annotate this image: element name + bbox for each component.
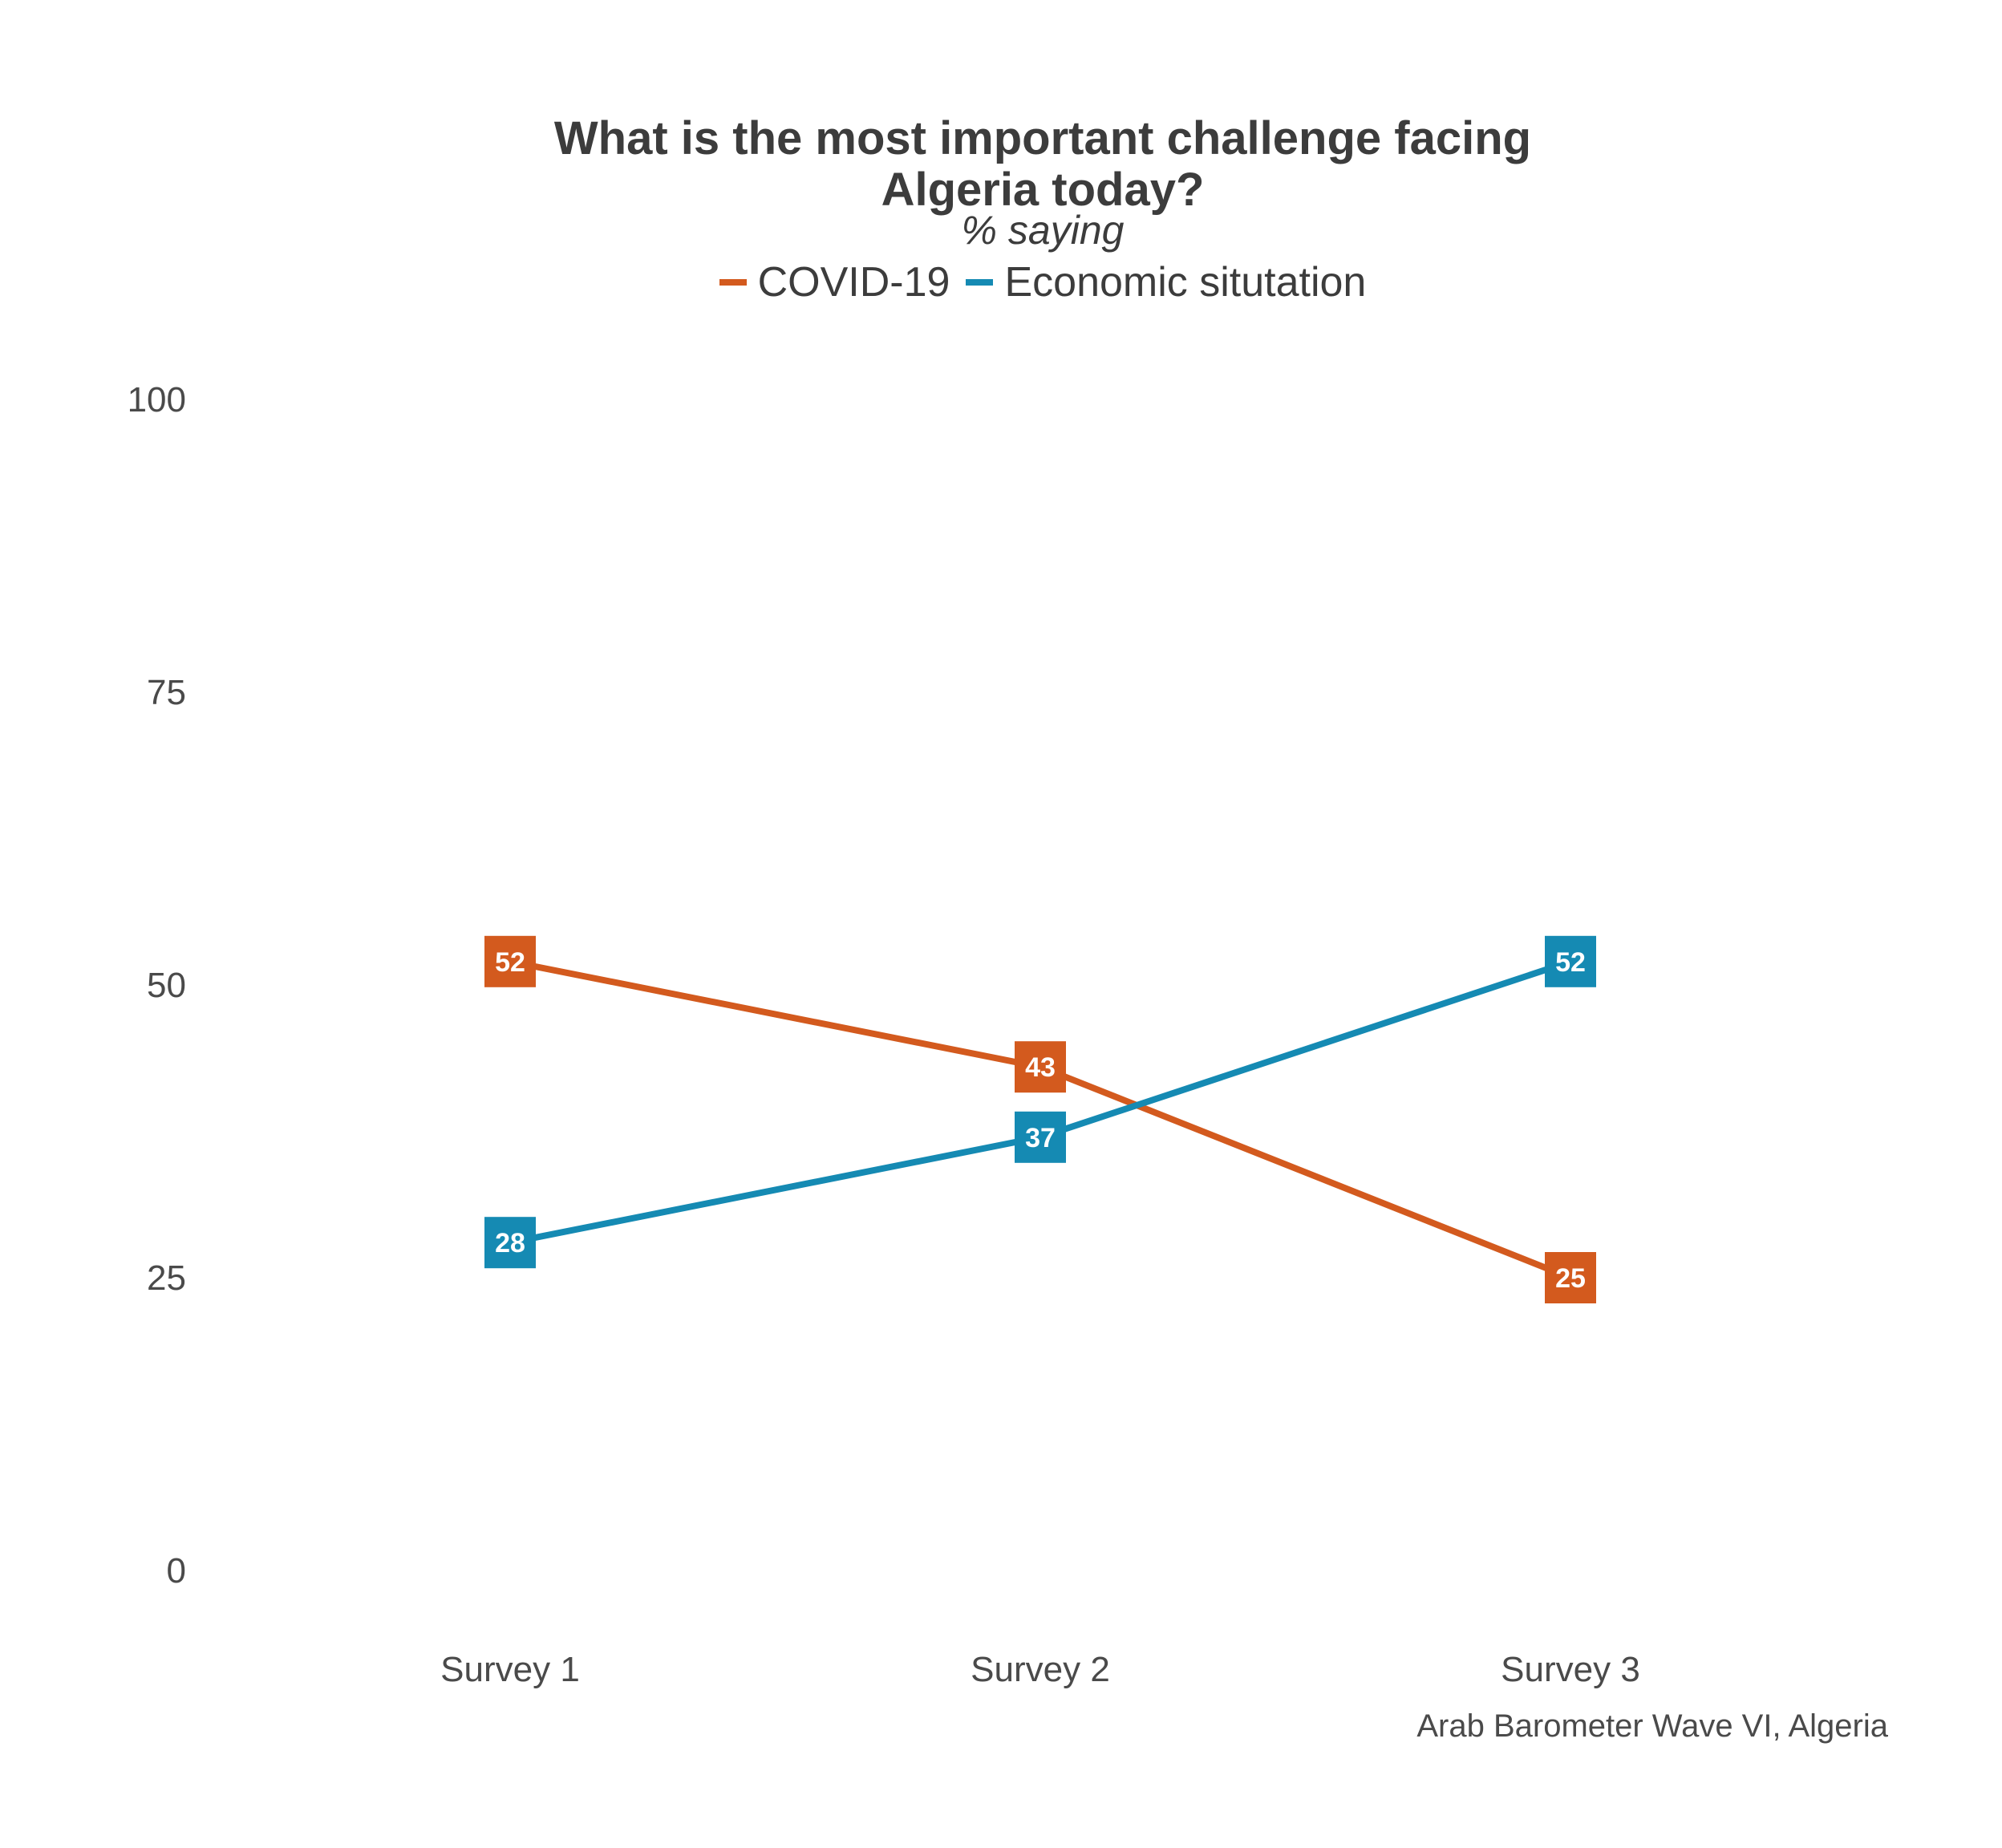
chart-subtitle: % saying (961, 208, 1125, 253)
data-point-economic (1545, 935, 1596, 987)
data-point-economic (1015, 1111, 1066, 1163)
chart-legend: COVID-19 Economic situtation (0, 258, 2002, 306)
legend-item-economic: Economic situtation (966, 258, 1366, 306)
y-tick-label: 75 (147, 673, 186, 712)
data-point-covid (1545, 1252, 1596, 1303)
data-label-covid: 25 (1555, 1263, 1586, 1294)
y-tick-label: 0 (167, 1551, 186, 1591)
chart-title-line-1: What is the most important challenge fac… (553, 112, 1532, 164)
legend-label-economic: Economic situtation (1004, 259, 1367, 306)
chart-title-line-2: Algeria today? (881, 164, 1205, 216)
legend-label-covid: COVID-19 (757, 259, 950, 306)
x-tick-label: Survey 1 (440, 1650, 580, 1689)
y-tick-label: 100 (128, 380, 186, 419)
data-label-covid: 43 (1025, 1052, 1056, 1083)
data-point-covid (484, 935, 536, 987)
data-label-economic: 28 (495, 1228, 525, 1258)
x-axis: Survey 1 Survey 2 Survey 3 (440, 1650, 1640, 1689)
y-tick-label: 25 (147, 1258, 186, 1298)
y-axis: 0 25 50 75 100 (128, 380, 186, 1591)
data-label-economic: 52 (1555, 947, 1586, 978)
chart-caption: Arab Barometer Wave VI, Algeria (1416, 1708, 1888, 1744)
x-tick-label: Survey 2 (971, 1650, 1110, 1689)
data-label-economic: 37 (1025, 1123, 1056, 1153)
series-line-economic (509, 958, 1572, 1246)
series-points: 52 43 25 28 37 52 (484, 935, 1596, 1303)
legend-swatch-covid (719, 279, 747, 286)
legend-swatch-economic (966, 279, 994, 286)
y-tick-label: 50 (147, 966, 186, 1005)
legend-item-covid: COVID-19 (719, 258, 950, 306)
data-label-covid: 52 (495, 947, 525, 978)
x-tick-label: Survey 3 (1501, 1650, 1640, 1689)
data-point-economic (484, 1217, 536, 1269)
data-point-covid (1015, 1041, 1066, 1093)
